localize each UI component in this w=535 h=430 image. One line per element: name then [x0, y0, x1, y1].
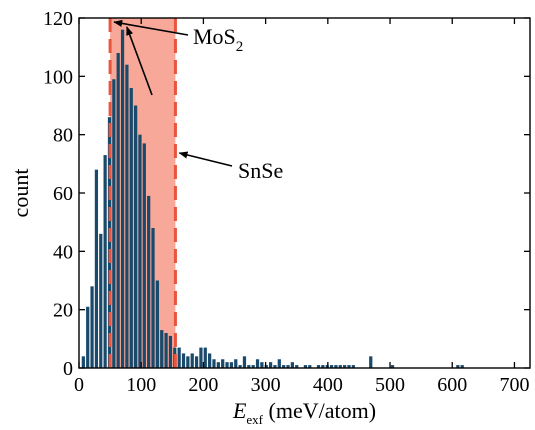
bar	[242, 356, 247, 368]
bar	[203, 347, 207, 368]
bar	[168, 335, 173, 368]
bar	[260, 362, 264, 368]
bar	[286, 365, 290, 368]
x-tick-label: 700	[499, 374, 529, 396]
bar	[81, 356, 85, 368]
bar	[221, 359, 225, 368]
y-tick-label: 120	[43, 8, 73, 30]
bar	[316, 365, 321, 368]
snse-label: SnSe	[238, 158, 283, 183]
annotations-layer: MoS2 SnSe	[113, 19, 283, 183]
bar	[347, 365, 351, 368]
bar	[164, 333, 168, 368]
y-tick-label: 100	[43, 66, 73, 88]
bar	[99, 233, 103, 368]
snse-arrow	[178, 151, 233, 167]
bar	[268, 362, 273, 368]
bar	[308, 365, 312, 368]
bar	[138, 134, 142, 368]
bar	[343, 365, 347, 368]
x-tick-label: 600	[437, 374, 467, 396]
bar	[255, 359, 260, 368]
x-tick-label: 100	[126, 374, 156, 396]
bar	[155, 280, 159, 368]
axis-labels-layer: Eexf (meV/atom) count	[8, 169, 376, 427]
bar	[208, 353, 212, 368]
mos2-arrow-secondary	[126, 26, 153, 96]
bar	[147, 195, 151, 368]
bar	[160, 330, 164, 368]
y-tick-label: 20	[53, 300, 73, 322]
y-tick-label: 60	[53, 183, 73, 205]
bar	[273, 365, 277, 368]
mos2-arrow	[113, 19, 189, 36]
bar	[129, 88, 133, 368]
bar	[181, 353, 186, 368]
x-tick-label: 300	[251, 374, 281, 396]
bars-layer	[81, 29, 464, 369]
bar	[460, 365, 464, 368]
bar	[234, 359, 238, 368]
bar	[338, 365, 342, 368]
bar	[112, 79, 116, 368]
x-tick-label: 500	[375, 374, 405, 396]
bar	[199, 347, 203, 368]
x-tick-label: 400	[313, 374, 343, 396]
bar	[194, 356, 199, 368]
bar	[212, 359, 216, 368]
ticks-layer: 0 100 200 300 400 500 600 700 0 20 40 60 80 100 120	[43, 8, 530, 396]
bar	[103, 155, 107, 368]
bar	[229, 362, 234, 368]
bar	[251, 365, 255, 368]
bar	[351, 365, 355, 368]
bar	[225, 362, 229, 368]
bar	[290, 362, 294, 368]
bar	[303, 365, 308, 368]
bar	[216, 362, 220, 368]
bar	[282, 365, 286, 368]
bar	[390, 365, 395, 368]
bar	[133, 105, 138, 368]
y-tick-label: 40	[53, 241, 73, 263]
bar	[277, 359, 281, 368]
y-tick-label: 80	[53, 125, 73, 147]
bar	[116, 53, 120, 368]
bar	[329, 365, 334, 368]
bar	[177, 347, 181, 368]
bar	[456, 365, 460, 368]
bar	[120, 29, 125, 369]
y-tick-label: 0	[63, 358, 73, 380]
bar	[238, 365, 242, 368]
bar	[334, 365, 338, 368]
bar	[247, 365, 251, 368]
bar	[94, 169, 99, 368]
x-tick-label: 0	[74, 374, 84, 396]
bar	[369, 356, 373, 368]
x-tick-label: 200	[188, 374, 218, 396]
bar	[142, 143, 146, 368]
bar	[151, 228, 155, 368]
bar	[86, 306, 90, 368]
mos2-label: MoS2	[193, 24, 243, 55]
band-edges-layer	[108, 18, 177, 368]
x-axis-label: Eexf (meV/atom)	[232, 398, 376, 427]
y-axis-label: count	[8, 169, 33, 218]
bar	[186, 356, 190, 368]
bar	[295, 365, 299, 368]
bar	[190, 353, 194, 368]
bar	[321, 365, 325, 368]
bar	[90, 286, 94, 368]
bar	[107, 117, 112, 369]
bar	[125, 64, 129, 369]
